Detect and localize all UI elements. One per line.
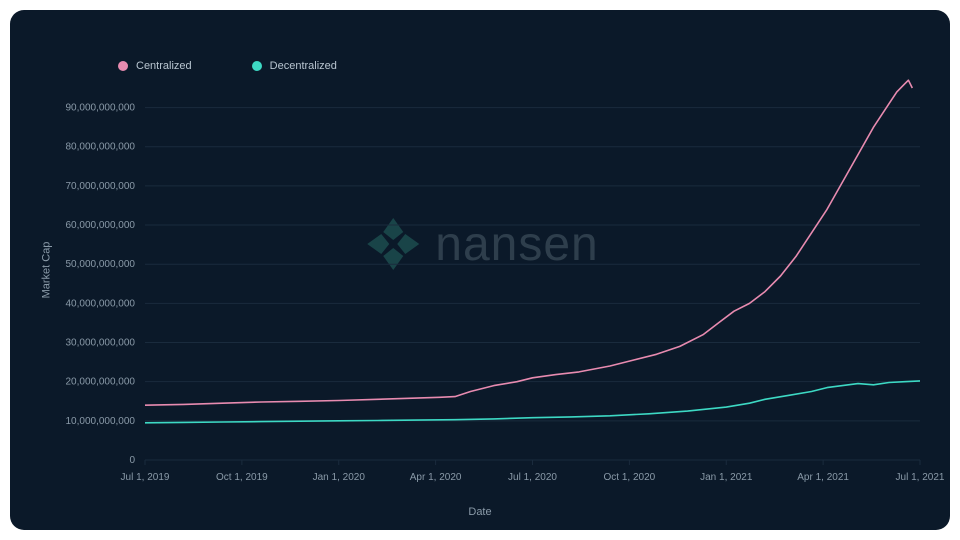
y-tick-labels: 0 10,000,000,000 20,000,000,000 30,000,000,… (65, 103, 135, 466)
svg-text:Apr 1, 2021: Apr 1, 2021 (797, 472, 849, 483)
svg-text:Apr 1, 2020: Apr 1, 2020 (410, 472, 462, 483)
svg-text:Jul 1, 2020: Jul 1, 2020 (508, 472, 557, 483)
svg-text:50,000,000,000: 50,000,000,000 (65, 259, 135, 270)
chart-svg: 0 10,000,000,000 20,000,000,000 30,000,000,… (10, 10, 950, 530)
svg-text:70,000,000,000: 70,000,000,000 (65, 181, 135, 192)
svg-text:20,000,000,000: 20,000,000,000 (65, 377, 135, 388)
gridlines (145, 108, 920, 465)
svg-text:Jul 1, 2019: Jul 1, 2019 (121, 472, 170, 483)
series-centralized (145, 80, 912, 405)
svg-text:Jan 1, 2021: Jan 1, 2021 (700, 472, 753, 483)
svg-text:60,000,000,000: 60,000,000,000 (65, 220, 135, 231)
legend-label: Decentralized (270, 60, 337, 72)
svg-text:0: 0 (129, 455, 135, 466)
svg-text:10,000,000,000: 10,000,000,000 (65, 416, 135, 427)
svg-text:Jul 1, 2021: Jul 1, 2021 (896, 472, 945, 483)
svg-text:Jan 1, 2020: Jan 1, 2020 (313, 472, 366, 483)
chart-panel: Centralized Decentralized nansen Market … (10, 10, 950, 530)
legend-swatch (252, 61, 262, 71)
svg-text:30,000,000,000: 30,000,000,000 (65, 338, 135, 349)
svg-text:90,000,000,000: 90,000,000,000 (65, 103, 135, 114)
series-paths (145, 80, 920, 423)
x-axis-label: Date (468, 506, 491, 518)
legend-label: Centralized (136, 60, 192, 72)
svg-text:40,000,000,000: 40,000,000,000 (65, 298, 135, 309)
legend-item-decentralized: Decentralized (252, 60, 337, 72)
legend: Centralized Decentralized (118, 60, 337, 72)
legend-item-centralized: Centralized (118, 60, 192, 72)
legend-swatch (118, 61, 128, 71)
y-axis-label: Market Cap (40, 242, 52, 299)
svg-text:Oct 1, 2020: Oct 1, 2020 (604, 472, 656, 483)
svg-text:80,000,000,000: 80,000,000,000 (65, 142, 135, 153)
x-tick-labels: Jul 1, 2019 Oct 1, 2019 Jan 1, 2020 Apr 1, … (121, 472, 945, 483)
svg-text:Oct 1, 2019: Oct 1, 2019 (216, 472, 268, 483)
